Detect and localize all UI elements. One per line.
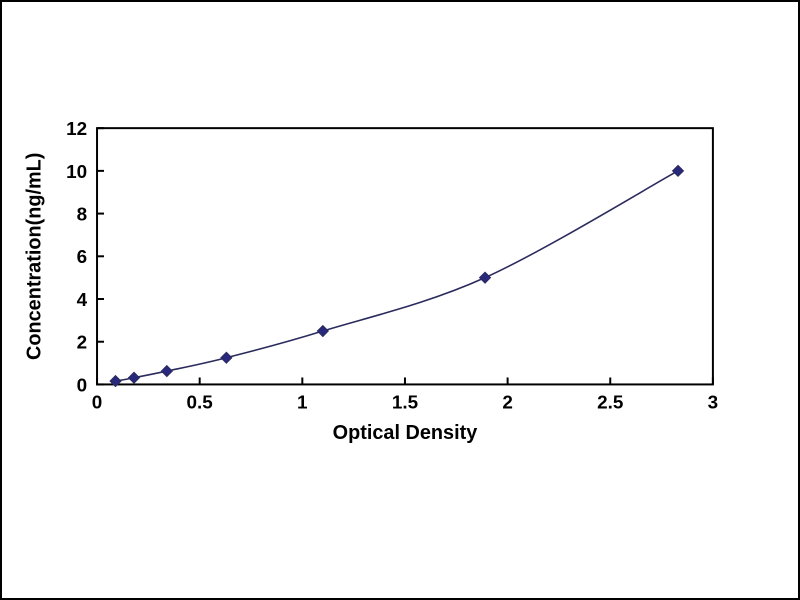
data-point-marker <box>109 374 122 388</box>
x-tick-label: 2.5 <box>597 391 623 412</box>
curve-line <box>115 170 679 382</box>
y-tick-label: 12 <box>66 118 87 139</box>
plot-area: 0 0.5 1 1.5 2 2.5 3 0 2 4 6 8 10 12 <box>66 118 718 412</box>
x-tick-label: 0.5 <box>187 391 213 412</box>
x-tick-label: 3 <box>708 391 719 412</box>
y-tick-label: 10 <box>66 161 87 182</box>
data-point-marker <box>316 324 330 338</box>
x-tick-label: 1.5 <box>392 391 418 412</box>
data-point-marker <box>671 164 685 178</box>
data-point-marker <box>478 271 492 284</box>
y-tick-label: 8 <box>77 204 88 225</box>
x-tick-label: 0 <box>92 391 103 412</box>
plot-frame <box>96 127 714 386</box>
x-axis-label: Optical Density <box>333 422 478 444</box>
y-tick-label: 0 <box>77 374 88 395</box>
y-axis-label: Concentration(ng/mL) <box>23 153 45 360</box>
data-point-marker <box>127 371 141 384</box>
data-point-marker <box>160 364 173 378</box>
data-point-marker <box>220 351 233 364</box>
y-tick-label: 6 <box>77 246 88 267</box>
y-tick-label: 2 <box>77 332 88 353</box>
x-tick-label: 1 <box>297 391 308 412</box>
x-tick-label: 2 <box>502 391 513 412</box>
y-tick-label: 4 <box>77 289 88 310</box>
